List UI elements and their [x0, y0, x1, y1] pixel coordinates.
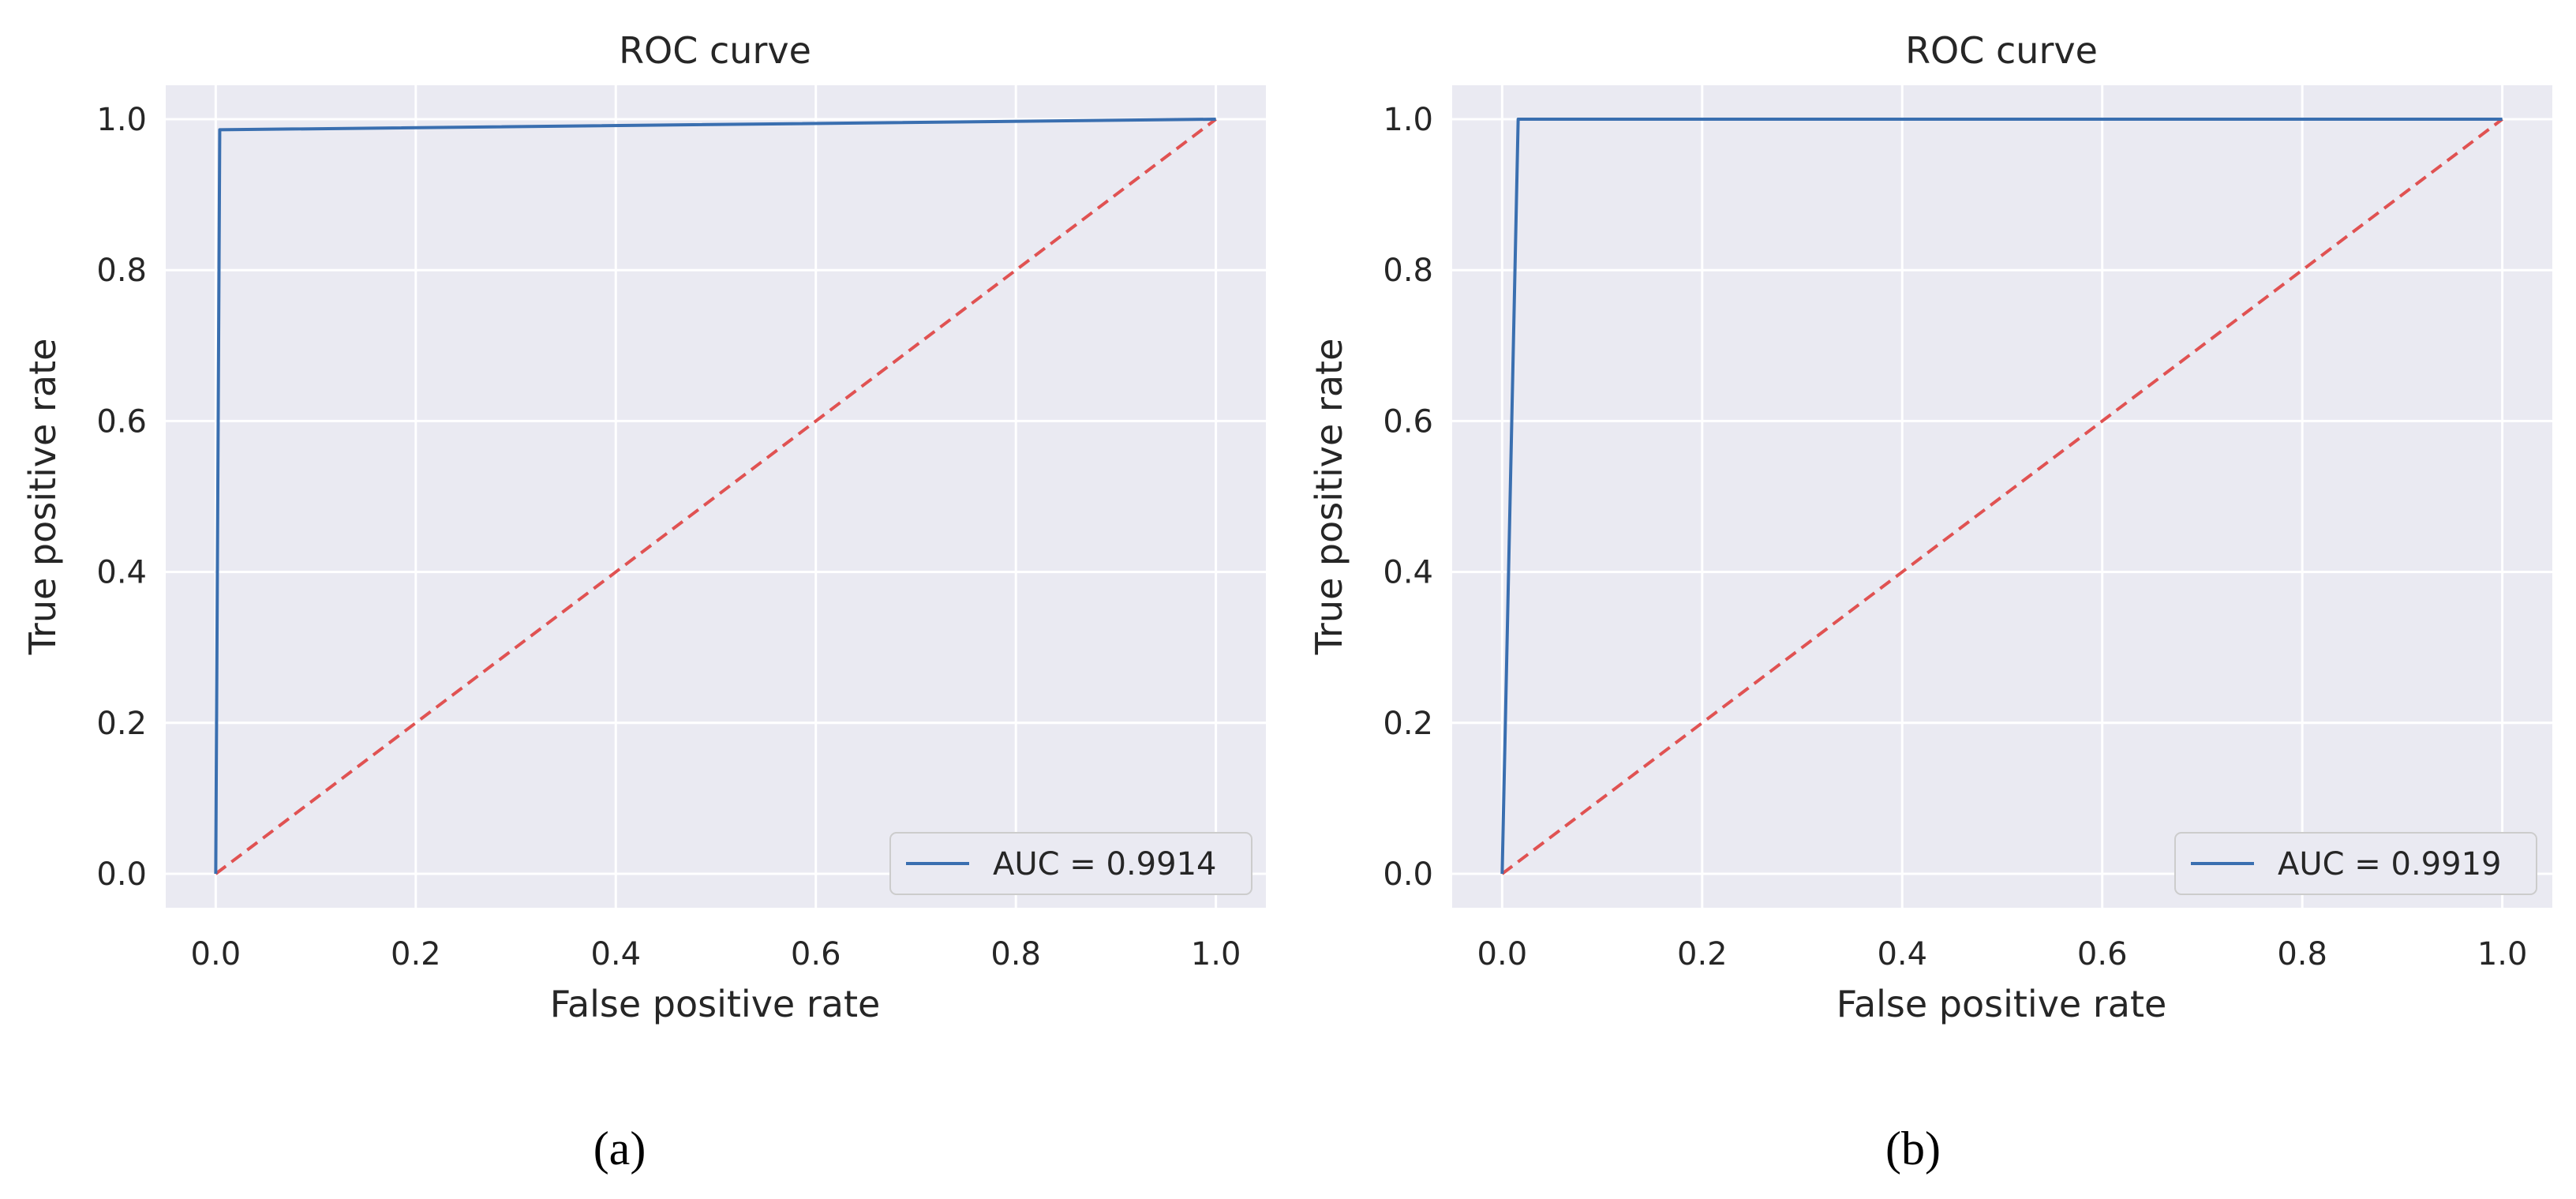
x-tick-label: 0.4	[590, 936, 641, 972]
tick-labels: 0.0 0.2 0.4 0.6 0.8 1.0 0.0 0.2 0.4 0.6 0.8 1.0	[1383, 102, 2527, 972]
y-tick-label: 0.0	[96, 856, 147, 893]
plot-area	[166, 85, 1266, 908]
x-tick-label: 0.6	[791, 936, 841, 972]
roc-panel-a: ROC curve 0.0 0.2 0.4 0.6 0.8 1.0 0.0 0.2 0.4 0.6…	[21, 29, 1266, 1175]
chart-title: ROC curve	[1905, 29, 2098, 72]
panel-label: (b)	[1885, 1122, 1941, 1175]
x-tick-label: 1.0	[2477, 936, 2528, 972]
legend-label: AUC = 0.9914	[993, 846, 1216, 882]
x-tick-label: 0.2	[1677, 936, 1728, 972]
x-tick-label: 0.2	[391, 936, 441, 972]
x-tick-label: 0.0	[191, 936, 242, 972]
x-tick-label: 0.8	[990, 936, 1041, 972]
tick-labels: 0.0 0.2 0.4 0.6 0.8 1.0 0.0 0.2 0.4 0.6 0.8 1.0	[96, 102, 1241, 972]
y-axis-label: True positive rate	[1308, 339, 1350, 656]
legend-box	[889, 832, 1252, 895]
x-tick-label: 0.0	[1477, 936, 1528, 972]
y-tick-label: 1.0	[96, 102, 147, 138]
x-tick-label: 0.6	[2077, 936, 2128, 972]
plot-area	[1452, 85, 2552, 908]
chance-diagonal-line	[1501, 118, 2503, 875]
panel-label: (a)	[593, 1122, 646, 1175]
roc-curve-line	[1500, 118, 2503, 875]
legend: AUC = 0.9919	[2174, 832, 2537, 895]
y-tick-label: 0.0	[1383, 856, 1433, 893]
x-tick-label: 0.8	[2277, 936, 2327, 972]
roc-panel-b: ROC curve 0.0 0.2 0.4 0.6 0.8 1.0 0.0 0.2 0.4 0.6…	[1308, 29, 2552, 1175]
y-axis-label: True positive rate	[21, 339, 64, 656]
x-tick-label: 0.4	[1877, 936, 1927, 972]
legend: AUC = 0.9914	[889, 832, 1252, 895]
grid-lines	[166, 85, 1266, 908]
x-tick-label: 1.0	[1191, 936, 1241, 972]
legend-label: AUC = 0.9919	[2278, 846, 2501, 882]
y-tick-label: 0.6	[1383, 403, 1433, 440]
series-layer	[1500, 118, 2503, 875]
y-tick-label: 0.8	[1383, 253, 1433, 289]
y-tick-label: 0.6	[96, 403, 147, 440]
y-tick-label: 0.4	[1383, 555, 1433, 591]
series-layer	[214, 118, 1217, 875]
x-axis-label: False positive rate	[550, 983, 881, 1025]
y-tick-label: 1.0	[1383, 102, 1433, 138]
chance-diagonal-line	[215, 118, 1217, 875]
y-tick-label: 0.4	[96, 555, 147, 591]
y-tick-label: 0.2	[96, 706, 147, 742]
y-tick-label: 0.2	[1383, 706, 1433, 742]
legend-box	[2174, 832, 2537, 895]
x-axis-label: False positive rate	[1837, 983, 2167, 1025]
y-tick-label: 0.8	[96, 253, 147, 289]
chart-title: ROC curve	[619, 29, 811, 72]
roc-curve-line	[214, 118, 1216, 874]
